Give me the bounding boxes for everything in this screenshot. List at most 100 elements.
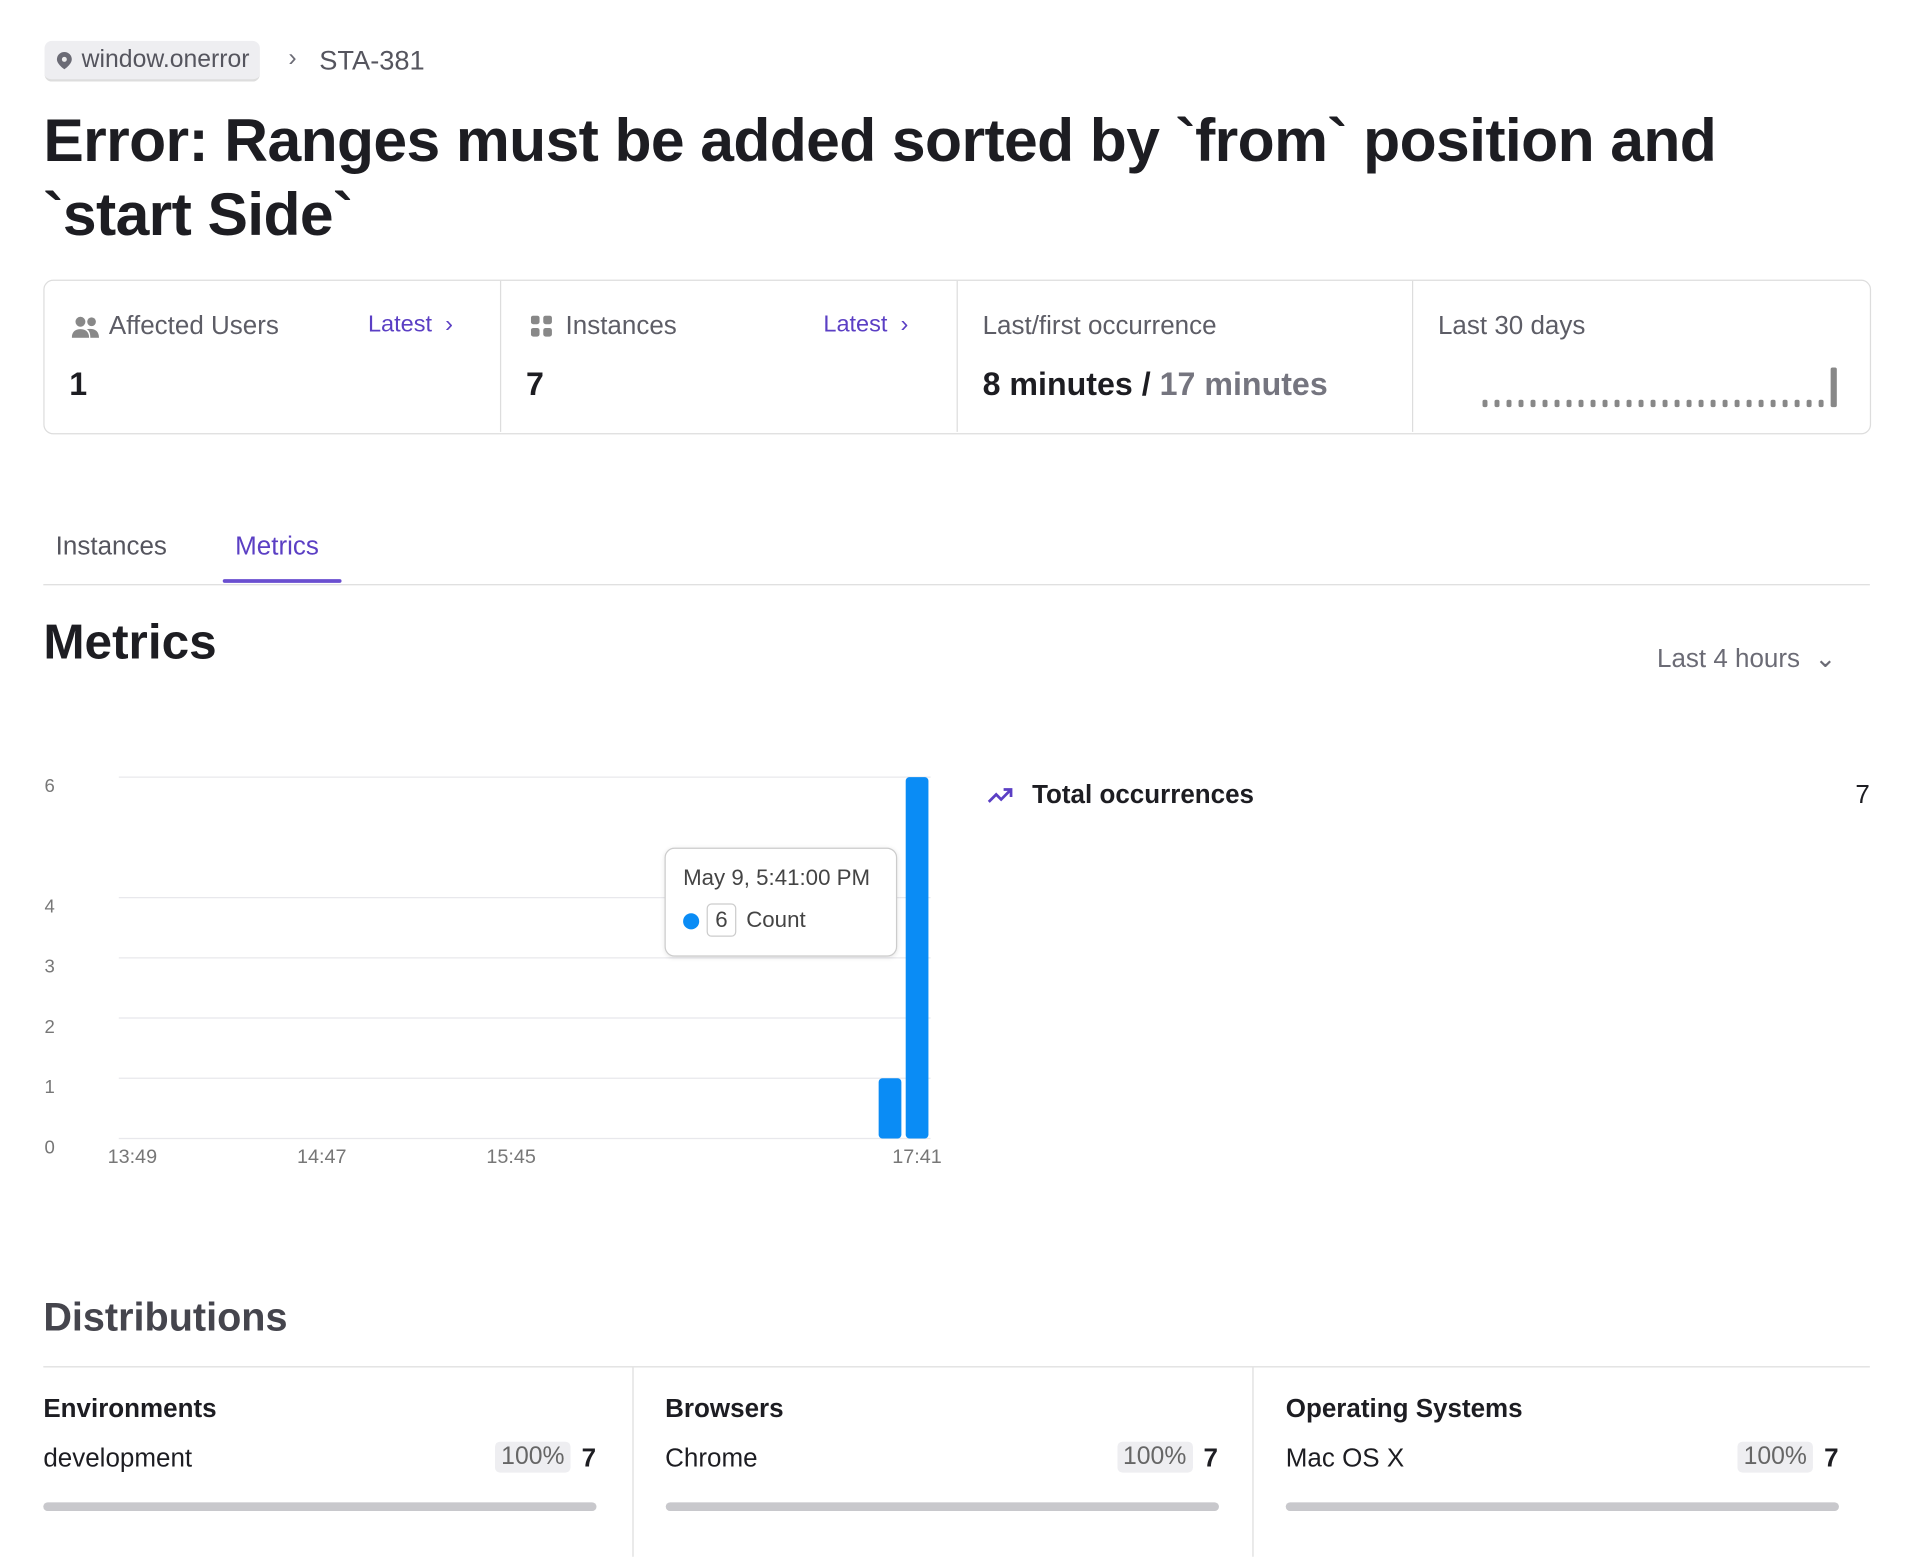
spark-bar xyxy=(1626,399,1632,408)
tab-underline xyxy=(222,579,342,583)
y-tick-label: 4 xyxy=(45,895,55,916)
total-value: 7 xyxy=(1855,780,1870,810)
stat-link[interactable]: Latest › xyxy=(367,311,453,338)
sparkline xyxy=(1482,367,1837,408)
spark-bar xyxy=(1662,399,1668,408)
share-label: 100% xyxy=(1737,1441,1814,1473)
spark-bar xyxy=(1758,399,1764,408)
bar xyxy=(878,1078,902,1139)
breadcrumb-id[interactable]: STA-381 xyxy=(319,44,425,76)
share-label: 100% xyxy=(1116,1441,1193,1473)
y-tick-label: 3 xyxy=(45,956,55,977)
stat-card: Last/first occurrence 8 minutes / 17 min… xyxy=(956,280,1412,432)
section-heading: Metrics xyxy=(43,615,217,670)
spark-bar xyxy=(1578,399,1584,408)
spark-bar xyxy=(1770,399,1776,408)
stat-label: Instances xyxy=(565,311,677,341)
y-tick-label: 1 xyxy=(45,1076,55,1097)
x-tick-label: 13:49 xyxy=(108,1146,158,1168)
distribution-name: Mac OS X xyxy=(1285,1444,1405,1473)
stat-label: Last 30 days xyxy=(1437,311,1586,341)
distribution-card: Operating Systems Mac OS X 100% 7 xyxy=(1252,1367,1871,1557)
spark-bar xyxy=(1614,399,1620,408)
y-tick-label: 6 xyxy=(45,775,55,796)
stat-label: Last/first occurrence xyxy=(982,311,1217,341)
spark-bar xyxy=(1710,399,1716,408)
distribution-name: development xyxy=(43,1444,193,1473)
section-heading: Distributions xyxy=(43,1294,288,1339)
tab[interactable]: Metrics xyxy=(235,532,319,561)
users-icon xyxy=(71,316,99,338)
issue-title: Error: Ranges must be added sorted by `f… xyxy=(43,107,1717,249)
spark-bar xyxy=(1542,399,1548,408)
spark-bar xyxy=(1530,399,1536,408)
divider xyxy=(43,1366,1870,1368)
last-occurrence: 8 minutes xyxy=(982,365,1133,403)
stats-panel xyxy=(43,279,1872,435)
tab[interactable]: Instances xyxy=(55,532,167,561)
x-tick-label: 14:47 xyxy=(297,1146,347,1168)
distribution-title: Browsers xyxy=(665,1394,784,1424)
spark-bar xyxy=(1602,399,1608,408)
count: 7 xyxy=(1824,1444,1839,1473)
bar xyxy=(905,777,929,1139)
spark-bar xyxy=(1818,399,1824,408)
tooltip-date: May 9, 5:41:00 PM xyxy=(683,865,871,890)
count: 7 xyxy=(581,1444,597,1473)
grid-icon xyxy=(530,315,552,337)
share-bar xyxy=(43,1502,597,1511)
share-label: 100% xyxy=(494,1441,571,1473)
tooltip-value: 6 xyxy=(706,903,737,937)
stat-label: Affected Users xyxy=(108,311,279,341)
spark-bar xyxy=(1830,367,1837,408)
stat-value: 1 xyxy=(69,365,88,403)
spark-bar xyxy=(1518,399,1524,408)
stat-value: 8 minutes / 17 minutes xyxy=(983,365,1328,403)
x-tick-label: 17:41 xyxy=(892,1146,942,1168)
spark-bar xyxy=(1506,399,1512,408)
spark-bar xyxy=(1554,399,1560,408)
total-label: Total occurrences xyxy=(1032,780,1255,810)
chart: 0 1 2 3 4 6 13:49 14:47 15:45 17:41 xyxy=(45,775,942,1168)
first-occurrence: 17 minutes xyxy=(1159,365,1328,403)
stat-card: Last 30 days xyxy=(1411,280,1869,432)
spark-bar xyxy=(1734,399,1740,408)
stat-value: 7 xyxy=(525,365,544,403)
source-text: window.onerror xyxy=(81,45,250,74)
spark-bar xyxy=(1482,399,1488,408)
y-tick-label: 2 xyxy=(45,1016,55,1037)
spark-bar xyxy=(1782,399,1788,408)
share-bar xyxy=(665,1502,1219,1511)
distribution-card: Environments development 100% 7 xyxy=(43,1367,662,1556)
x-tick-label: 15:45 xyxy=(486,1146,536,1168)
distribution-card: Browsers Chrome 100% 7 xyxy=(631,1367,1251,1557)
chevron: › xyxy=(288,44,297,72)
share-bar xyxy=(1285,1502,1839,1511)
spark-bar xyxy=(1746,399,1752,408)
stat-card: Instances Latest › 7 xyxy=(499,280,955,432)
range-text: Last 4 hours xyxy=(1657,644,1801,674)
count: 7 xyxy=(1203,1444,1218,1473)
spark-bar xyxy=(1698,399,1704,408)
range-select[interactable]: Last 4 hours ⌄ xyxy=(1657,644,1837,674)
tooltip-label: Count xyxy=(746,907,806,932)
spark-bar xyxy=(1674,399,1680,408)
breadcrumb-source[interactable]: window.onerror xyxy=(44,40,260,82)
spark-bar xyxy=(1566,399,1572,408)
tabs-divider xyxy=(43,584,1870,586)
spark-bar xyxy=(1722,399,1728,408)
stat-link[interactable]: Latest › xyxy=(823,311,909,338)
separator: / xyxy=(1141,365,1151,403)
tooltip: May 9, 5:41:00 PM 6 Count xyxy=(664,847,898,957)
pin-icon xyxy=(56,51,72,70)
spark-bar xyxy=(1494,399,1500,408)
spark-bar xyxy=(1686,399,1692,408)
spark-bar xyxy=(1794,399,1800,408)
stat-card: Affected Users Latest › 1 xyxy=(45,281,500,432)
distribution-title: Environments xyxy=(43,1394,217,1424)
spark-bar xyxy=(1650,399,1656,408)
spark-bar xyxy=(1806,399,1812,408)
spark-bar xyxy=(1638,399,1644,408)
